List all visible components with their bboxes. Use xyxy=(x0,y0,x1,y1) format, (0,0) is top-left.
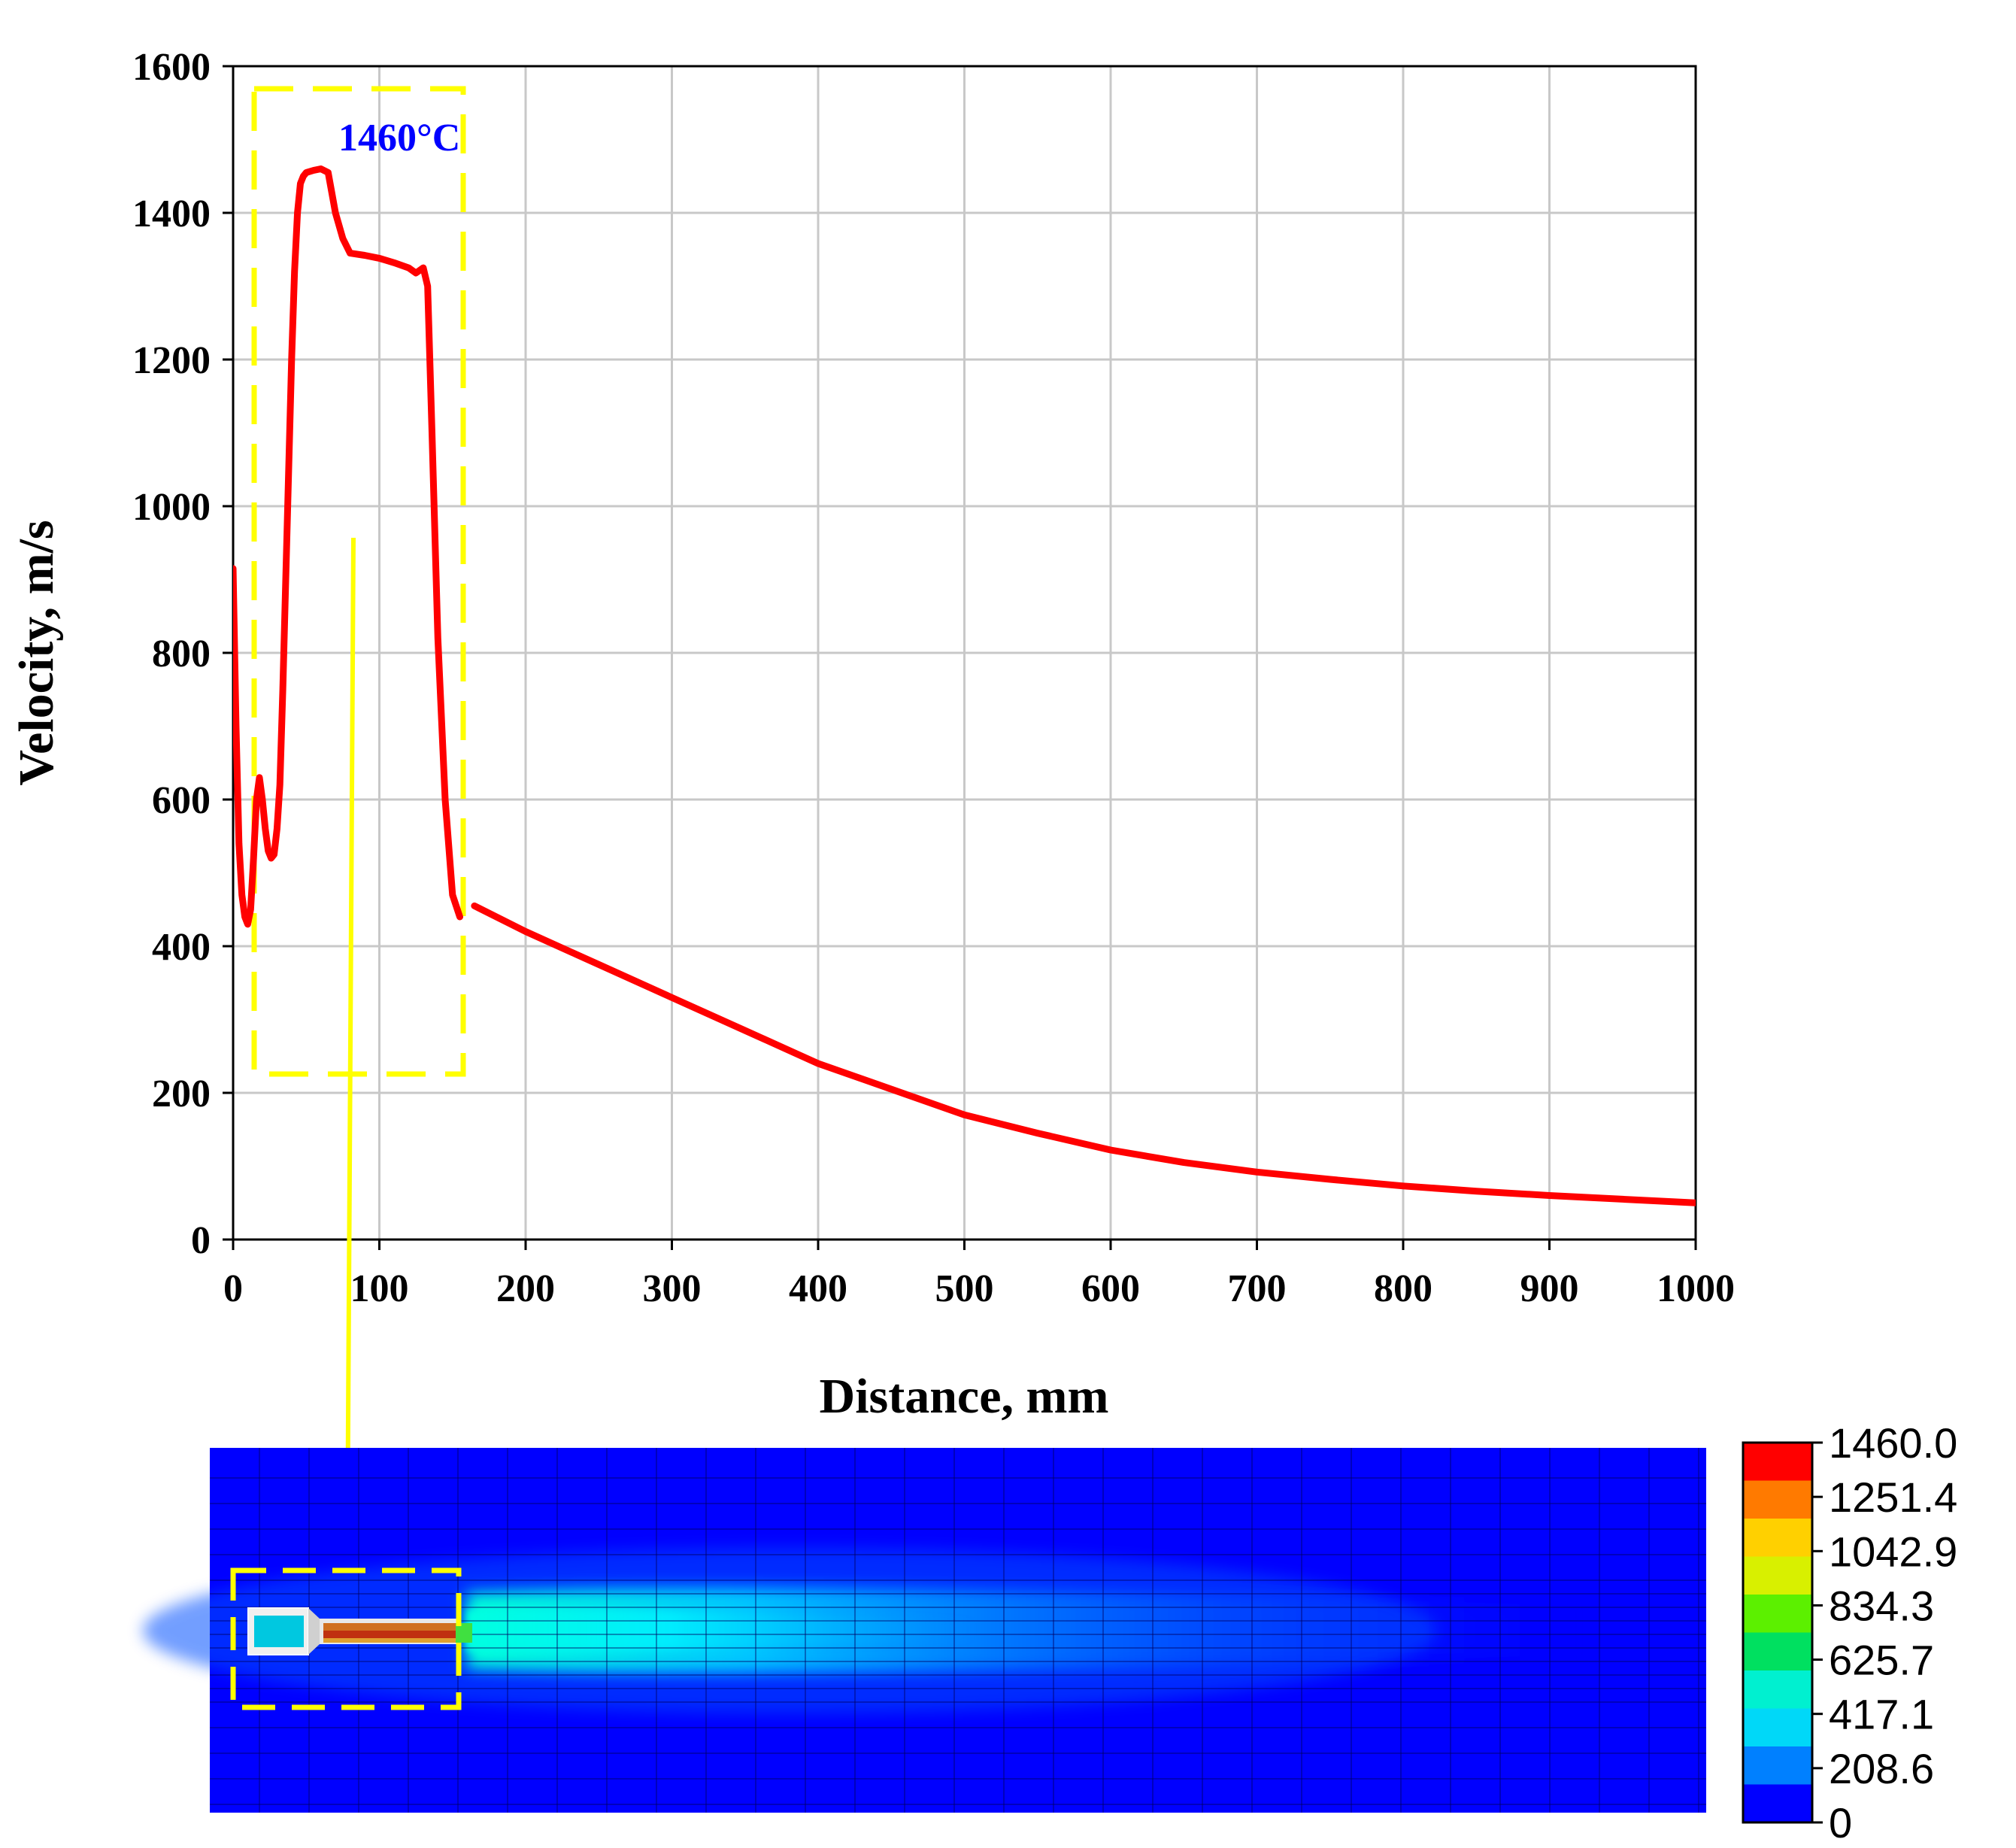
legend-color-band xyxy=(1743,1632,1812,1671)
y-tick-label: 0 xyxy=(191,1219,211,1262)
legend-value-label: 208.6 xyxy=(1829,1745,1934,1792)
x-tick-label: 1000 xyxy=(1657,1267,1735,1310)
x-tick-label: 0 xyxy=(223,1267,243,1310)
x-tick-label: 300 xyxy=(643,1267,702,1310)
highlight-box xyxy=(251,86,466,1077)
legend-value-label: 417.1 xyxy=(1829,1691,1934,1738)
series-group xyxy=(233,165,1696,1206)
legend-color-band xyxy=(1743,1595,1812,1633)
line-chart: 0 100 200 300 400 500 600 700 800 900 1000 0 200 400… xyxy=(9,46,1735,1424)
legend-color-band xyxy=(1743,1480,1812,1519)
x-axis-title: Distance, mm xyxy=(820,1369,1109,1424)
legend-color-band xyxy=(1743,1746,1812,1785)
legend-frame xyxy=(1742,1441,1814,1824)
y-tick-label: 1000 xyxy=(132,486,211,529)
velocity-contour xyxy=(143,1448,1706,1813)
gridlines xyxy=(233,66,1696,1240)
color-scale-legend: 1460.0 1251.4 1042.9 834.3 625.7 417.1 208.6 0 xyxy=(1742,1419,1957,1846)
legend-value-label: 0 xyxy=(1829,1799,1852,1846)
legend-color-band xyxy=(1743,1443,1812,1481)
peak-temperature-annotation: 1460°C xyxy=(338,117,460,159)
x-tick-label: 800 xyxy=(1374,1267,1432,1310)
legend-color-band xyxy=(1743,1519,1812,1557)
legend-value-label: 625.7 xyxy=(1829,1637,1934,1684)
x-tick-label: 400 xyxy=(789,1267,847,1310)
jet-core xyxy=(466,1609,978,1652)
velocity-series-line-2 xyxy=(471,902,1696,1206)
y-tick-label: 800 xyxy=(152,633,211,675)
x-tick-label: 200 xyxy=(496,1267,555,1310)
legend-value-label: 834.3 xyxy=(1829,1582,1934,1629)
x-tick-label: 100 xyxy=(350,1267,409,1310)
x-tick-label: 900 xyxy=(1520,1267,1579,1310)
legend-color-band xyxy=(1743,1708,1812,1747)
legend-color-band xyxy=(1743,1784,1812,1823)
y-tick-label: 1400 xyxy=(132,193,211,235)
legend-value-label: 1460.0 xyxy=(1829,1419,1957,1467)
y-tick-label: 200 xyxy=(152,1073,211,1115)
velocity-series-line-1 xyxy=(233,165,463,928)
contour-mesh xyxy=(210,1448,1706,1813)
x-axis-ticks: 0 100 200 300 400 500 600 700 800 900 1000 xyxy=(223,1240,1735,1310)
nozzle xyxy=(247,1607,472,1655)
y-axis-title: Velocity, m/s xyxy=(9,520,64,785)
x-tick-label: 600 xyxy=(1081,1267,1140,1310)
x-tick-label: 700 xyxy=(1228,1267,1287,1310)
y-tick-label: 1200 xyxy=(132,339,211,382)
nozzle-highlight-box xyxy=(230,1567,462,1710)
legend-color-band xyxy=(1743,1556,1812,1595)
y-tick-label: 1600 xyxy=(132,46,211,89)
legend-value-label: 1042.9 xyxy=(1829,1528,1957,1575)
y-tick-label: 600 xyxy=(152,779,211,822)
x-tick-label: 500 xyxy=(935,1267,994,1310)
legend-value-label: 1251.4 xyxy=(1829,1473,1957,1521)
y-axis-ticks: 0 200 400 600 800 1000 1200 1400 1600 xyxy=(132,46,233,1262)
y-tick-label: 400 xyxy=(152,926,211,969)
legend-color-band xyxy=(1743,1670,1812,1709)
jet-plume xyxy=(466,1588,1579,1674)
